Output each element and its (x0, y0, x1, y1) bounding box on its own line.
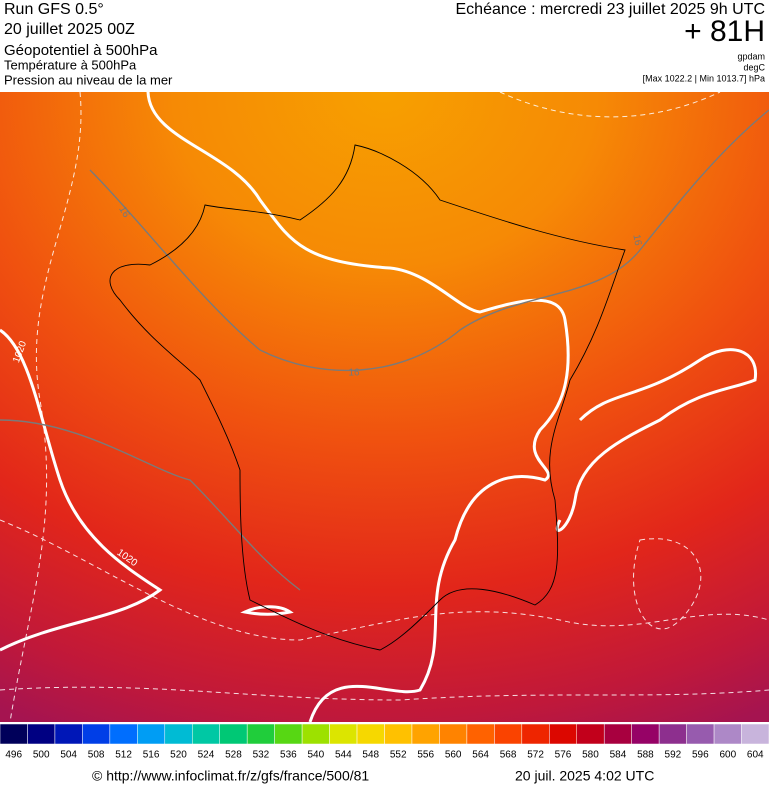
colorbar-cell (356, 723, 385, 745)
colorbar-cell (274, 723, 303, 745)
colorbar-label: 500 (33, 750, 50, 761)
colorbar-label: 596 (692, 750, 709, 761)
colorbar-label: 524 (198, 750, 215, 761)
unit: degC (743, 62, 765, 72)
colorbar-cell (329, 723, 358, 745)
unit: gpdam (737, 51, 765, 61)
colorbar-label: 556 (417, 750, 434, 761)
contour-label: 16 (630, 234, 643, 247)
colorbar-cell (137, 723, 166, 745)
colorbar-cell (741, 723, 769, 745)
colorbar-label: 572 (527, 750, 544, 761)
colorbar-cell (54, 723, 83, 745)
colorbar-cell (686, 723, 715, 745)
colorbar-label: 604 (747, 750, 764, 761)
colorbar-label: 580 (582, 750, 599, 761)
colorbar-label: 588 (637, 750, 654, 761)
footer-timestamp: 20 juil. 2025 4:02 UTC (515, 768, 654, 784)
colorbar-label: 528 (225, 750, 242, 761)
colorbar-cell (82, 723, 111, 745)
colorbar-label: 516 (143, 750, 160, 761)
colorbar-label: 548 (362, 750, 379, 761)
colorbar-cell (164, 723, 193, 745)
colorbar-label: 512 (115, 750, 132, 761)
colorbar-label: 584 (610, 750, 627, 761)
colorbar-label: 540 (307, 750, 324, 761)
colorbar-cell (713, 723, 742, 745)
colorbar-cell (246, 723, 275, 745)
colorbar-cell (603, 723, 632, 745)
colorbar-cell (549, 723, 577, 745)
colorbar-cell (466, 723, 495, 745)
colorbar-label: 536 (280, 750, 297, 761)
colorbar-cell (658, 723, 687, 745)
colorbar-label: 496 (5, 750, 22, 761)
colorbar-cell (219, 723, 248, 745)
colorbar-cell (521, 723, 550, 745)
echeance: Echéance : mercredi 23 juillet 2025 9h U… (456, 1, 766, 18)
colorbar-cell (301, 723, 330, 745)
colorbar-label: 504 (60, 750, 77, 761)
run-date: 20 juillet 2025 00Z (4, 21, 135, 38)
offset: + 81H (684, 15, 765, 48)
colorbar-label: 560 (445, 750, 462, 761)
run: Run GFS 0.5° (4, 1, 104, 18)
contour-label: 16 (116, 205, 131, 221)
subtitle: Pression au niveau de la mer (4, 72, 173, 87)
colorbar-cell (27, 723, 56, 745)
colorbar-label: 544 (335, 750, 352, 761)
subtitle: Température à 500hPa (4, 57, 137, 72)
colorbar-label: 520 (170, 750, 187, 761)
title: Géopotentiel à 500hPa (4, 42, 158, 59)
colorbar-cell (439, 723, 468, 745)
colorbar-label: 552 (390, 750, 407, 761)
colorbar-cell (411, 723, 440, 745)
colorbar-cell (576, 723, 605, 745)
contour-label: 16 (348, 368, 360, 379)
colorbar-cell (494, 723, 523, 745)
colorbar-label: 568 (500, 750, 517, 761)
pressure-range: [Max 1022.2 | Min 1013.7] hPa (643, 73, 765, 83)
colorbar-label: 532 (253, 750, 270, 761)
colorbar-label: 564 (472, 750, 489, 761)
colorbar-label: 600 (719, 750, 736, 761)
colorbar-label: 508 (88, 750, 105, 761)
colorbar-cell (384, 723, 413, 745)
colorbar-label: 576 (555, 750, 572, 761)
colorbar-cell (0, 723, 28, 745)
colorbar-cell (631, 723, 660, 745)
footer-url: © http://www.infoclimat.fr/z/gfs/france/… (92, 768, 369, 784)
colorbar-label: 592 (665, 750, 682, 761)
colorbar-cell (109, 723, 138, 745)
colorbar-cell (192, 723, 220, 745)
